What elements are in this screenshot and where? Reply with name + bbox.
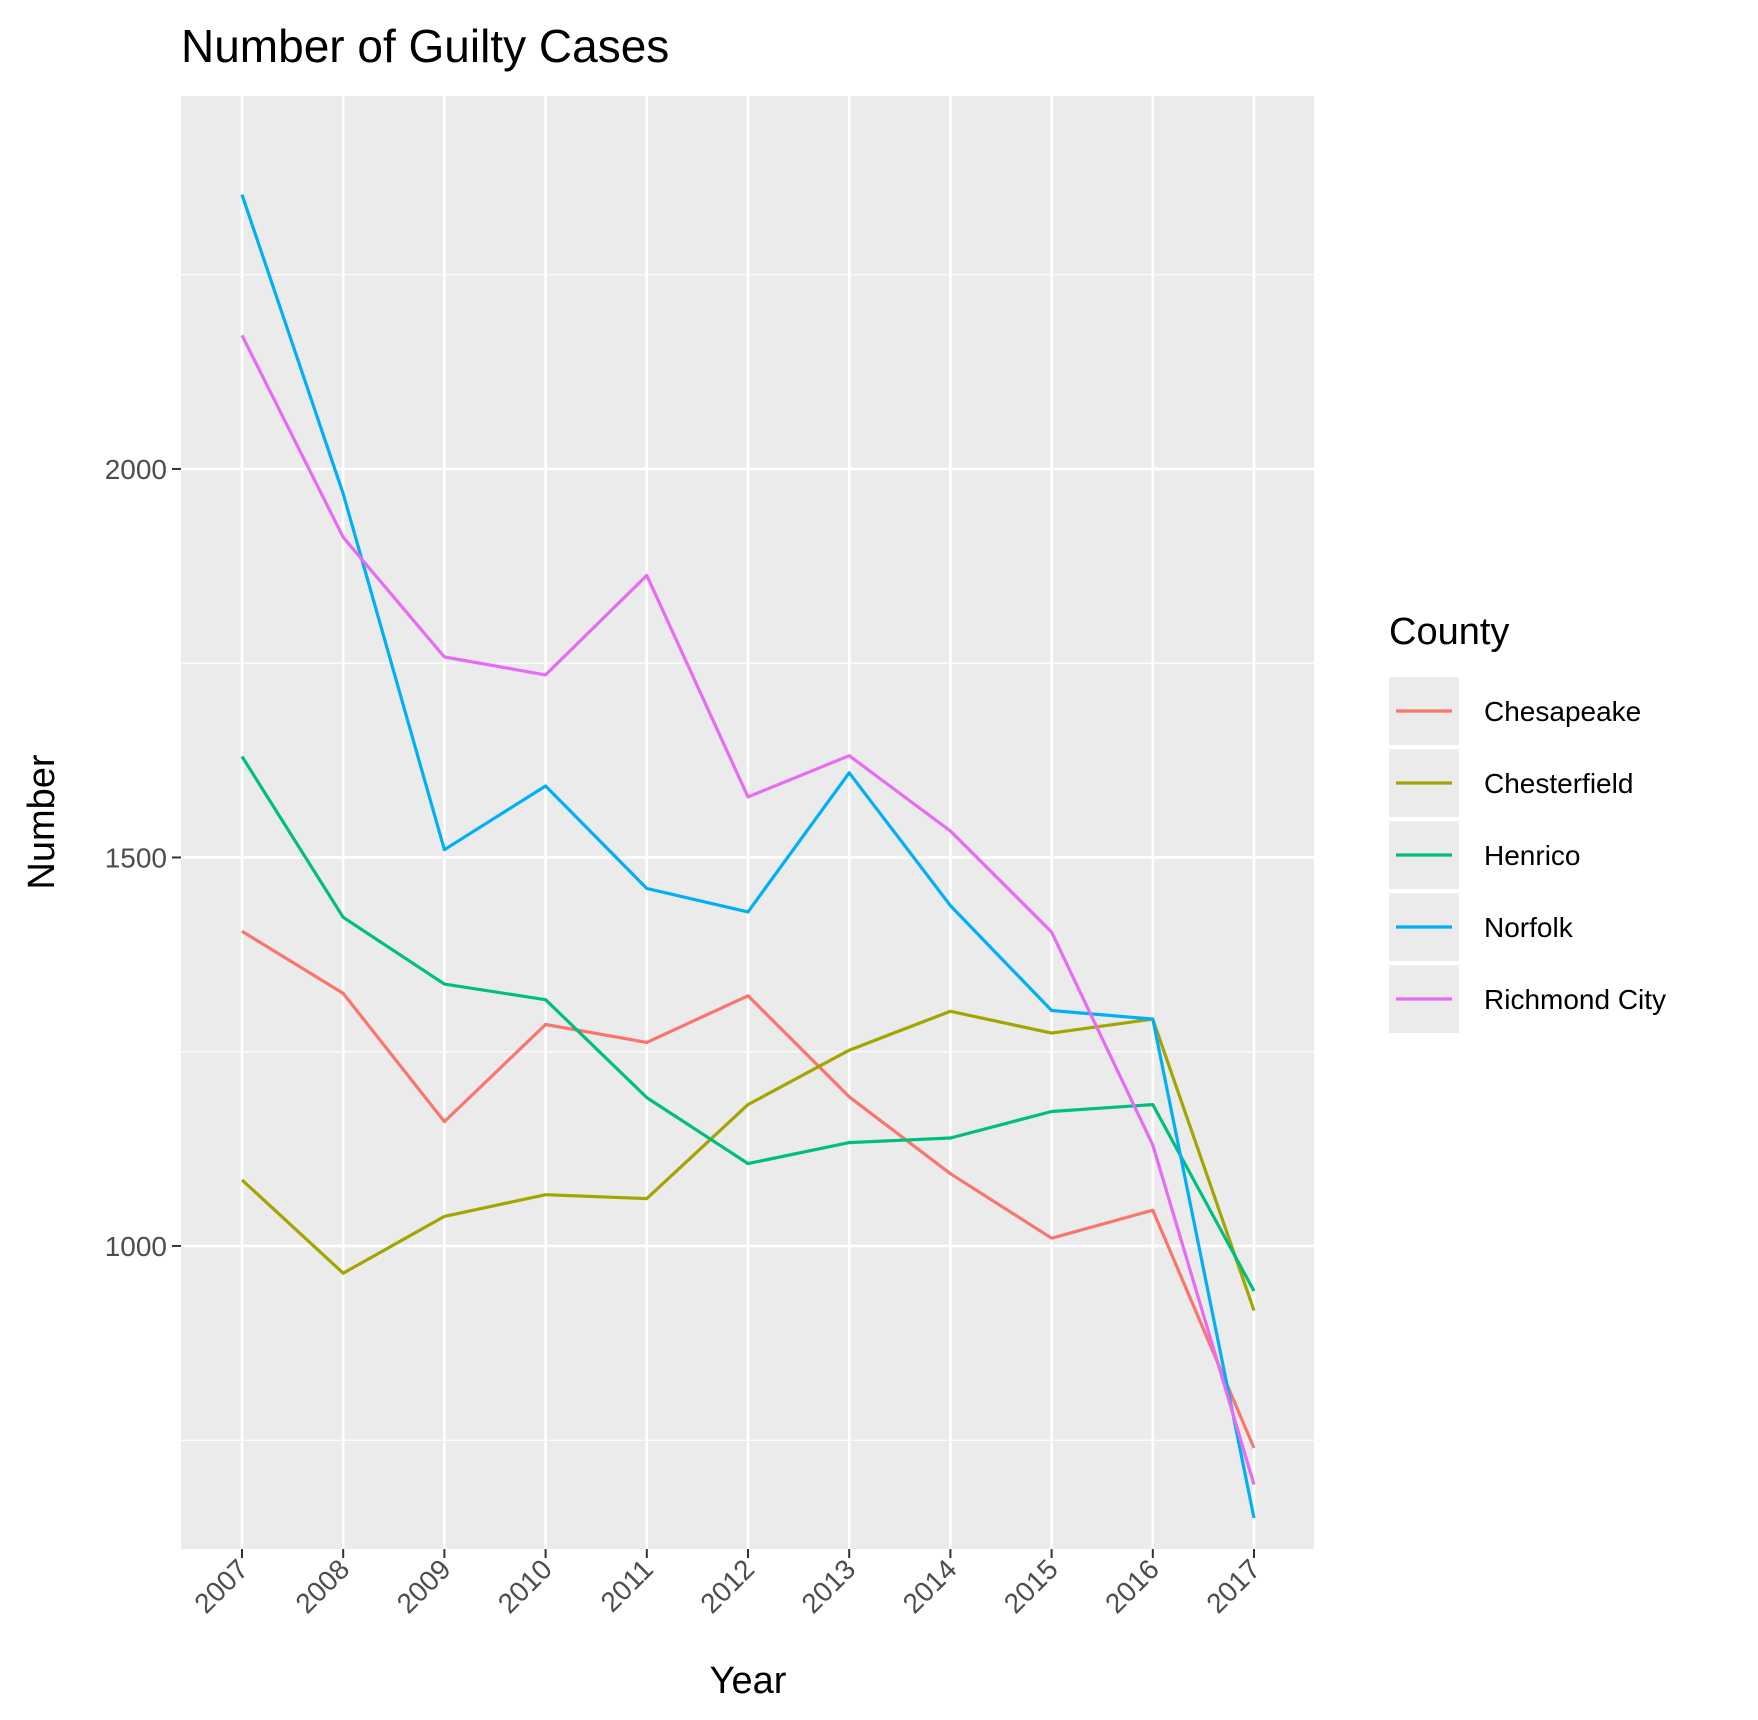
legend-item-chesapeake: Chesapeake bbox=[1389, 677, 1641, 745]
legend-label: Chesterfield bbox=[1484, 768, 1633, 799]
series-line-henrico bbox=[240, 755, 1256, 1292]
legend-label: Norfolk bbox=[1484, 912, 1574, 943]
legend-item-richmond-city: Richmond City bbox=[1389, 965, 1666, 1033]
y-tick-label: 2000 bbox=[105, 454, 167, 485]
series-line-norfolk bbox=[240, 194, 1256, 1519]
y-tick-label: 1500 bbox=[105, 842, 167, 873]
legend-item-chesterfield: Chesterfield bbox=[1389, 749, 1633, 817]
legend-item-norfolk: Norfolk bbox=[1389, 893, 1574, 961]
x-axis-title: Year bbox=[710, 1660, 787, 1702]
legend-items: Chesapeake Chesterfield Henrico Norfolk Rich… bbox=[1389, 677, 1666, 1033]
series-line-richmond-city bbox=[240, 334, 1256, 1485]
series-line-chesapeake bbox=[241, 929, 1256, 1449]
legend-label: Henrico bbox=[1484, 840, 1580, 871]
y-axis: 1000 1500 2000 bbox=[105, 454, 181, 1262]
y-axis-title: Number bbox=[21, 754, 63, 889]
chart-title: Number of Guilty Cases bbox=[181, 20, 669, 72]
series-lines bbox=[240, 194, 1256, 1519]
legend-label: Chesapeake bbox=[1484, 696, 1641, 727]
legend-title: County bbox=[1389, 611, 1509, 653]
grid-major bbox=[181, 96, 1314, 1549]
legend: County Chesapeake Chesterfield Henrico Norf… bbox=[1389, 611, 1666, 1033]
legend-item-henrico: Henrico bbox=[1389, 821, 1580, 889]
series-line-chesterfield bbox=[240, 1009, 1256, 1312]
legend-label: Richmond City bbox=[1484, 984, 1666, 1015]
y-tick-label: 1000 bbox=[105, 1231, 167, 1262]
